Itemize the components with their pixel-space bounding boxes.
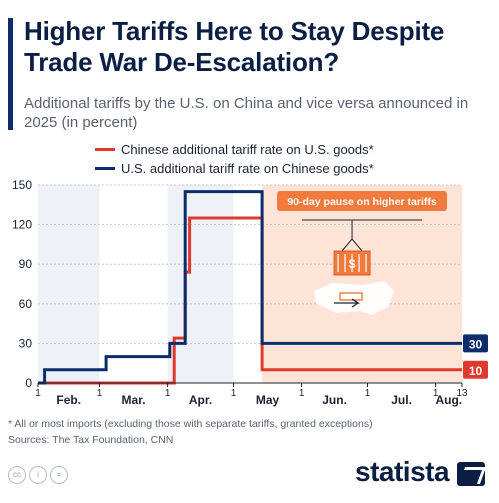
footnote: * All or most imports (excluding those w…	[8, 418, 373, 430]
x-day-tick-label: 1	[97, 388, 103, 399]
x-month-label: Aug.	[435, 393, 462, 407]
legend-swatch-us	[95, 167, 115, 170]
license-icons: cc i =	[8, 464, 71, 484]
x-day-tick-label: 13	[456, 388, 468, 399]
x-day-tick-label: 1	[433, 388, 439, 399]
statista-logo-mark-icon	[457, 462, 485, 486]
pause-annotation-box	[277, 191, 448, 211]
x-day-tick-label: 1	[231, 388, 237, 399]
end-label-box-us	[463, 334, 488, 353]
shipping-container-usa-map-icon: $	[314, 220, 395, 315]
y-tick-label: 150	[12, 178, 32, 192]
x-month-label: Mar.	[122, 393, 146, 407]
x-month-label: May	[256, 393, 280, 407]
legend-label-us: U.S. additional tariff rate on Chinese g…	[121, 161, 374, 176]
pause-region	[262, 185, 462, 383]
series-line-us	[38, 190, 462, 385]
legend-swatch-chinese	[95, 148, 115, 151]
x-day-tick-label: 1	[35, 388, 41, 399]
x-month-label: Jun.	[322, 393, 347, 407]
x-month-label: Apr.	[189, 393, 212, 407]
cc-icon[interactable]: cc	[8, 466, 26, 484]
x-day-tick-label: 1	[365, 388, 371, 399]
pause-annotation-label: 90-day pause on higher tariffs	[287, 196, 437, 208]
x-day-tick-label: 1	[165, 388, 171, 399]
sources: Sources: The Tax Foundation, CNN	[8, 434, 174, 446]
y-tick-label: 60	[19, 297, 33, 311]
title-accent-bar	[8, 18, 13, 130]
tariff-line-chart: 0 30 60 90 120 150 90-day pause on higher tari…	[12, 178, 488, 407]
chart-subtitle: Additional tariffs by the U.S. on China …	[24, 95, 469, 131]
end-label-us: 30	[469, 337, 483, 351]
y-tick-label: 30	[19, 336, 33, 350]
month-band	[38, 185, 100, 383]
legend-label-chinese: Chinese additional tariff rate on U.S. g…	[121, 142, 374, 157]
end-label-box-chinese	[463, 360, 488, 379]
end-label-chinese: 10	[469, 364, 483, 378]
statista-logo[interactable]: statista	[355, 456, 450, 487]
chart-title: Higher Tariffs Here to Stay Despite Trad…	[24, 16, 445, 77]
x-month-label: Jul.	[391, 393, 412, 407]
x-month-label: Feb.	[56, 393, 81, 407]
by-icon[interactable]: i	[29, 466, 47, 484]
y-tick-label: 90	[19, 257, 33, 271]
y-tick-label: 120	[12, 218, 32, 232]
month-band	[167, 185, 234, 383]
y-tick-label: 0	[25, 376, 32, 390]
nd-icon[interactable]: =	[50, 466, 68, 484]
x-day-tick-label: 1	[299, 388, 305, 399]
svg-text:$: $	[349, 257, 356, 271]
